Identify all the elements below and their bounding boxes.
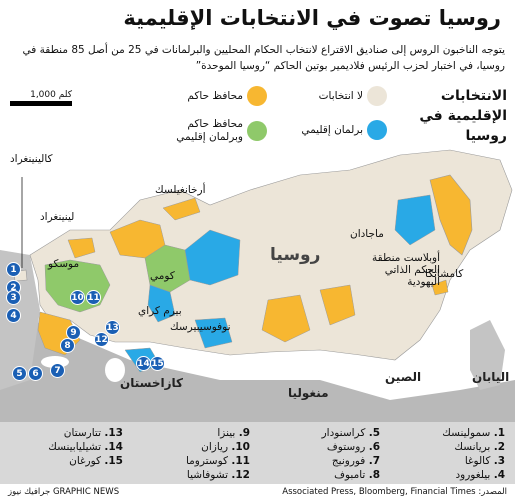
label-komi: كومي — [150, 270, 175, 282]
legend-label: لا انتخابات — [318, 90, 363, 102]
table-row: 14. تشيليابينسك — [48, 441, 123, 453]
table-row: 12. تشوفاشيا — [186, 469, 250, 481]
table-row: 13. تتارستان — [63, 427, 123, 439]
label-moscow: موسكو — [48, 258, 80, 270]
table-column: 13. تتارستان 14. تشيليابينسك 15. كورغان — [8, 426, 123, 468]
region-marker: 4 — [6, 308, 21, 323]
region-marker: 5 — [12, 366, 27, 381]
legend-swatch — [247, 121, 267, 141]
credit-text: GRAPHIC NEWS جرافيك نيوز — [8, 487, 120, 497]
region-siberia-orange-1 — [261, 294, 311, 343]
table-row: 8. تامبوف — [334, 469, 380, 481]
region-marker: 6 — [28, 366, 43, 381]
region-marker: 13 — [105, 320, 120, 335]
legend-label: برلمان إقليمي — [301, 124, 363, 136]
region-arkhangelsk-island — [162, 197, 201, 221]
table-column: 9. بينزا 10. ريازان 11. كوستروما 12. تشو… — [130, 426, 250, 482]
region-north-blue — [184, 229, 241, 286]
table-row: 1. سمولينسك — [442, 427, 505, 439]
scale-bar-line — [10, 101, 72, 106]
label-kamchatka: كامشاتكا — [425, 268, 464, 280]
scale-label: 1,000 كلم — [30, 90, 72, 100]
label-kaliningrad: كالينينغراد — [10, 153, 53, 165]
region-marker: 7 — [50, 363, 65, 378]
region-marker: 3 — [6, 290, 21, 305]
table-row: 4. بيلغورود — [455, 469, 505, 481]
table-row: 3. كالوغا — [464, 455, 505, 467]
label-russia: روسيا — [270, 245, 321, 265]
table-row: 9. بينزا — [217, 427, 250, 439]
region-leningrad — [67, 237, 96, 259]
neighbour-land-south — [0, 310, 515, 422]
label-magadan: ماجادان — [350, 228, 384, 240]
legend-swatch — [367, 120, 387, 140]
legend-item-governor-and-parliament: محافظ حاكم وبرلمان إقليمي — [172, 118, 267, 144]
label-novosibirsk: نوفوسيبيرسك — [170, 321, 231, 333]
region-marker: 9 — [66, 325, 81, 340]
label-china: الصين — [385, 370, 422, 384]
region-table: 1. سمولينسك 2. بريانسك 3. كالوغا 4. بيلغ… — [0, 422, 515, 484]
table-row: 7. فورونيج — [331, 455, 380, 467]
region-jewish-ao — [431, 279, 449, 296]
region-siberia-orange-2 — [319, 284, 356, 326]
region-marker: 15 — [150, 356, 165, 371]
legend-item-governor: محافظ حاكم — [187, 86, 267, 106]
region-marker: 8 — [60, 338, 75, 353]
legend-swatch — [367, 86, 387, 106]
table-row: 11. كوستروما — [185, 455, 250, 467]
legend: الانتخابات الإقليمية في روسيا لا انتخابا… — [167, 82, 507, 202]
label-arkhangelsk: أرخانغيلسك — [155, 184, 206, 196]
region-marker: 10 — [70, 290, 85, 305]
region-marker: 11 — [86, 290, 101, 305]
legend-label: محافظ حاكم وبرلمان إقليمي — [176, 118, 243, 143]
legend-swatch — [247, 86, 267, 106]
region-magadan — [394, 194, 436, 246]
region-novosibirsk — [194, 317, 233, 349]
label-leningrad: لينينغراد — [40, 211, 75, 223]
kamchatka-land — [429, 174, 473, 256]
legend-item-regional-parliament: برلمان إقليمي — [301, 120, 387, 140]
label-mongolia: منغوليا — [288, 386, 329, 400]
region-marker: 12 — [94, 332, 109, 347]
russia-map-svg — [0, 80, 515, 422]
region-marker: 1 — [6, 262, 21, 277]
source-text: المصدر: Associated Press, Bloomberg, Fin… — [282, 487, 507, 497]
label-jewish-ao: أوبلاست منطقة الحكم الذاتي اليهودية — [372, 252, 440, 288]
legend-heading: الانتخابات الإقليمية في روسيا — [419, 88, 507, 144]
label-japan: اليابان — [472, 370, 510, 384]
page-title: روسيا تصوت في الانتخابات الإقليمية — [123, 6, 501, 30]
table-row: 5. كراسنودار — [321, 427, 380, 439]
legend-label: محافظ حاكم — [187, 90, 243, 102]
map: روسيا كازاخستان منغوليا الصين اليابان كا… — [0, 80, 515, 422]
scale-bar: 1,000 كلم — [10, 90, 72, 106]
footer: المصدر: Associated Press, Bloomberg, Fin… — [0, 484, 515, 501]
label-kazakhstan: كازاخستان — [120, 376, 184, 390]
table-row: 2. بريانسك — [454, 441, 505, 453]
table-row: 6. روستوف — [326, 441, 380, 453]
header: روسيا تصوت في الانتخابات الإقليمية يتوجه… — [0, 0, 515, 80]
table-column: 1. سمولينسك 2. بريانسك 3. كالوغا 4. بيلغ… — [385, 426, 505, 482]
table-row: 10. ريازان — [201, 441, 250, 453]
japan-land — [470, 320, 505, 390]
region-perm — [147, 284, 176, 323]
region-marker: 14 — [136, 356, 151, 371]
label-perm: بيرم كراي — [138, 305, 182, 317]
legend-item-no-elections: لا انتخابات — [319, 86, 387, 106]
table-column: 5. كراسنودار 6. روستوف 7. فورونيج 8. تام… — [260, 426, 380, 482]
page-subtitle: يتوجه الناخبون الروس إلى صناديق الاقتراع… — [22, 44, 505, 72]
table-row: 15. كورغان — [69, 455, 123, 467]
